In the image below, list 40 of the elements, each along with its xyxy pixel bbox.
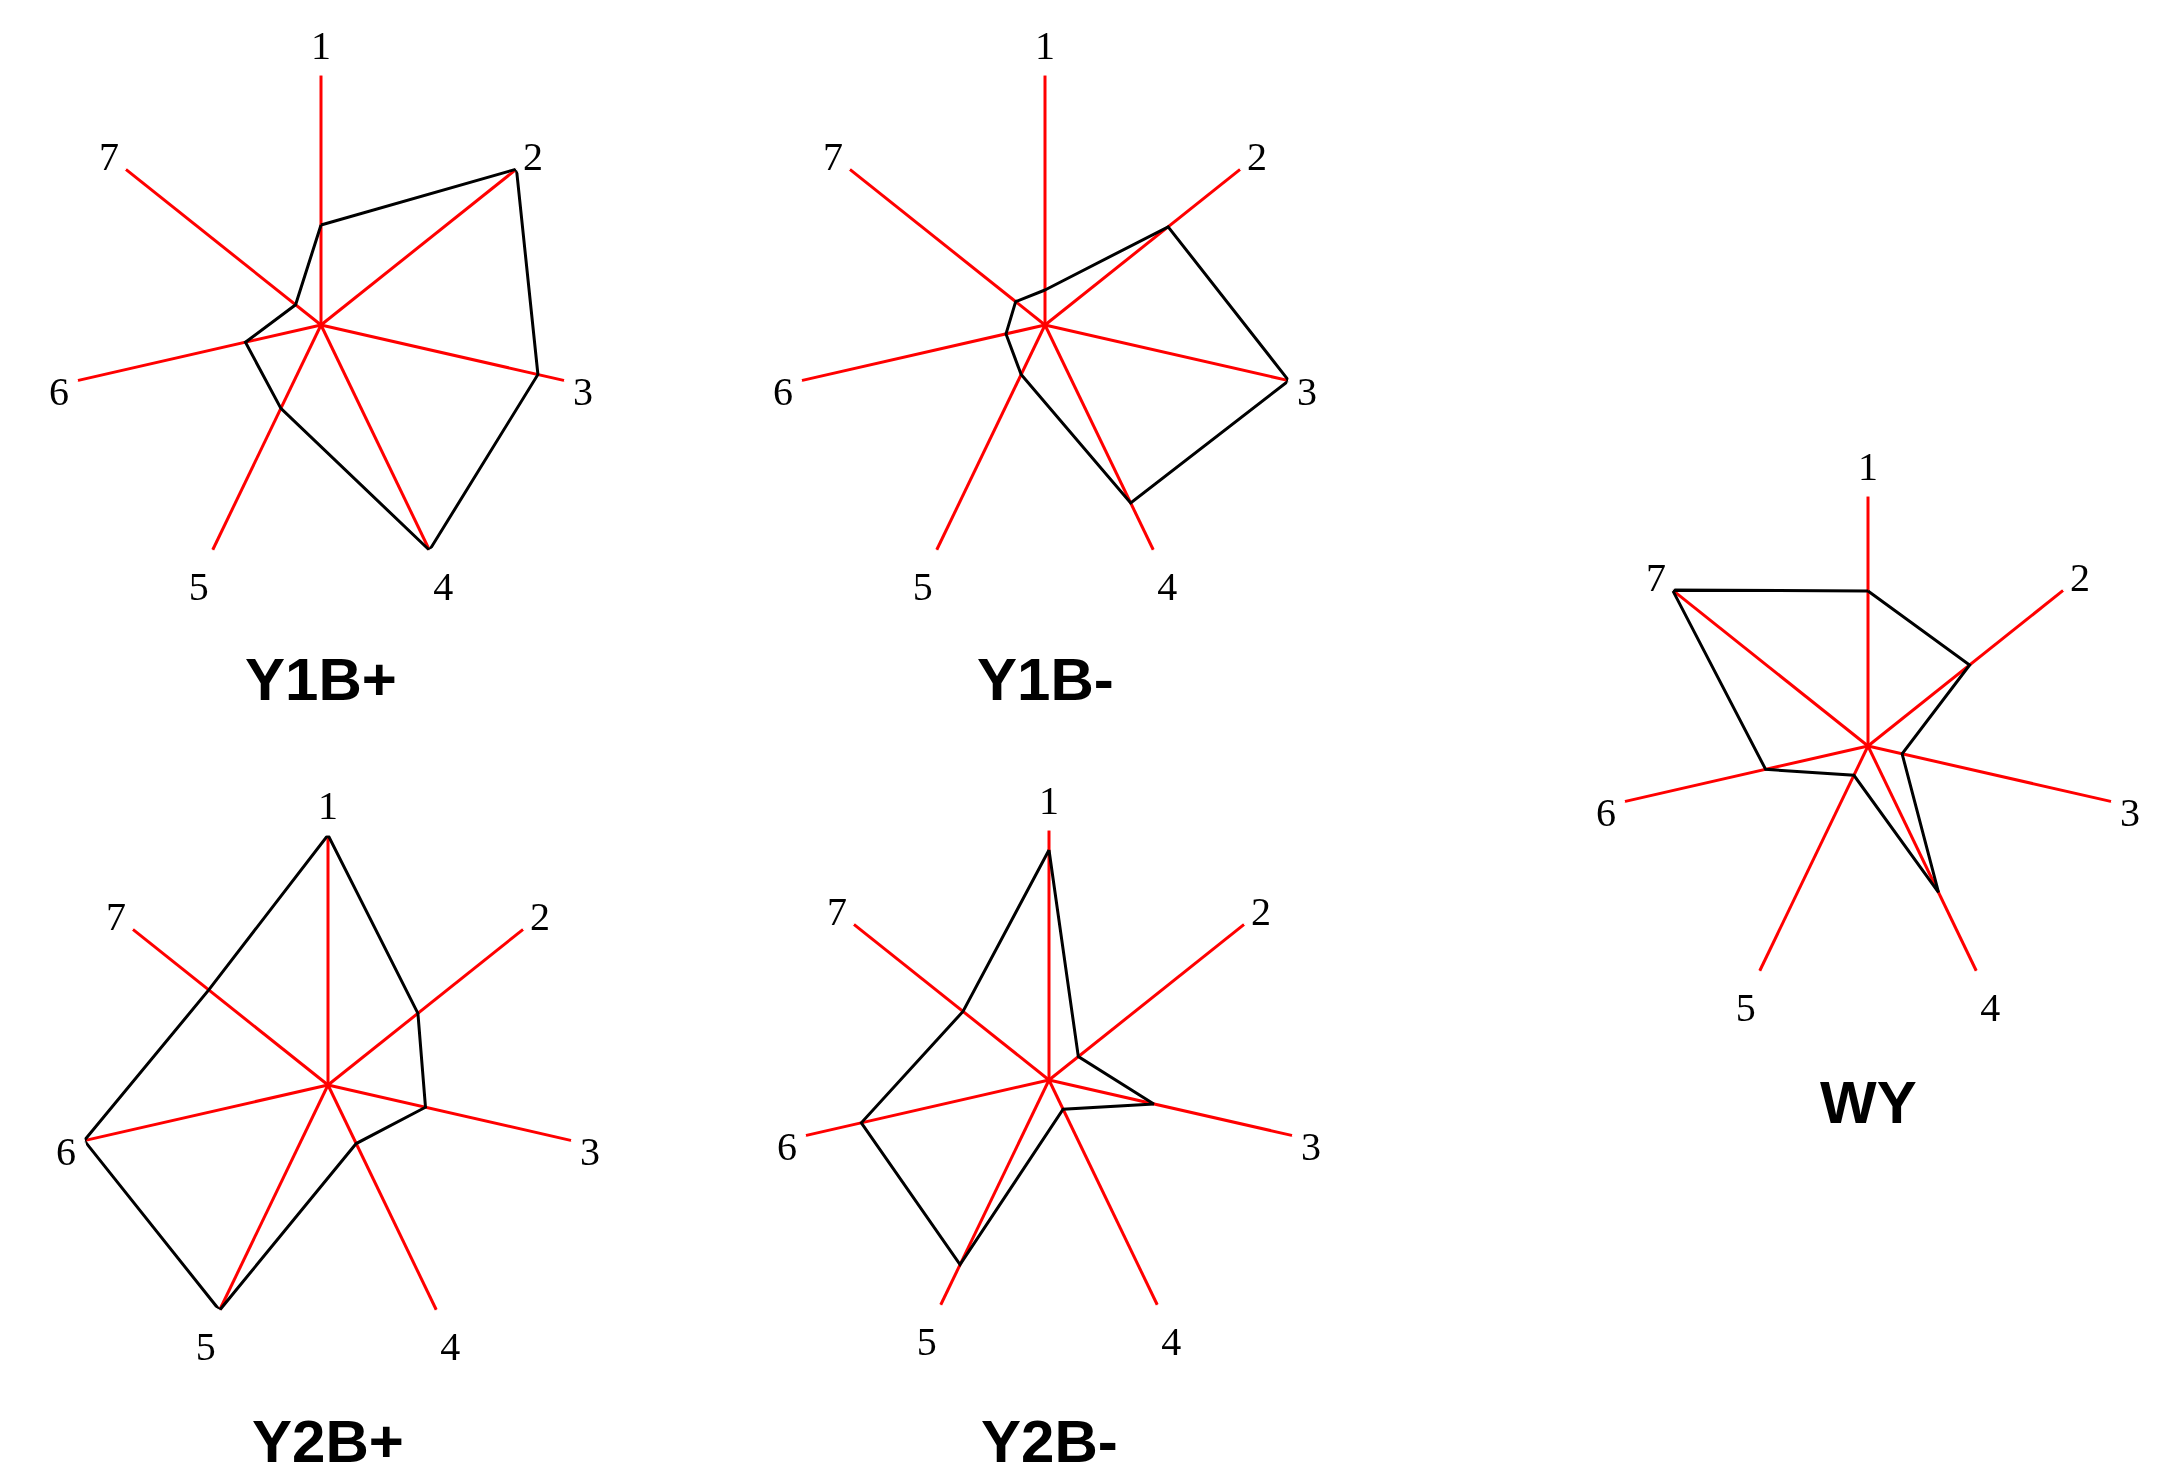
spoke-label: 2 — [2070, 554, 2091, 600]
spoke-label: 1 — [311, 22, 331, 68]
spoke-label: 1 — [1035, 22, 1055, 68]
spoke-label: 2 — [1247, 133, 1268, 179]
text: WY — [1820, 1069, 1917, 1136]
spoke-label: 5 — [912, 564, 933, 610]
spoke-label: 3 — [580, 1129, 601, 1175]
spoke-label: 7 — [1645, 554, 1666, 600]
spoke-label: 4 — [1980, 985, 2001, 1031]
spoke-label: 7 — [98, 133, 119, 179]
spoke-label: 1 — [318, 782, 338, 828]
spoke-label: 4 — [433, 564, 454, 610]
spoke-label: 3 — [1297, 369, 1318, 415]
spoke-label: 3 — [2120, 790, 2141, 836]
spoke-label: 6 — [1595, 790, 1616, 836]
spoke-label: 6 — [48, 369, 69, 415]
spoke-label: 5 — [1735, 985, 1756, 1031]
spoke-label: 7 — [822, 133, 843, 179]
spoke-label: 2 — [1251, 888, 1272, 934]
spoke-label: 2 — [523, 133, 544, 179]
spoke-label: 1 — [1039, 777, 1059, 823]
spoke-label: 7 — [105, 893, 126, 939]
spoke-label: 5 — [195, 1324, 216, 1370]
text: Y1B+ — [245, 646, 397, 713]
text: Y2B+ — [252, 1408, 404, 1475]
spoke-label: 4 — [1157, 564, 1178, 610]
spoke-label: 1 — [1858, 443, 1878, 489]
spoke-label: 7 — [826, 888, 847, 934]
spoke-label: 6 — [772, 369, 793, 415]
spoke-label: 6 — [55, 1129, 76, 1175]
spoke-label: 5 — [188, 564, 209, 610]
spoke-label: 3 — [573, 369, 594, 415]
spoke-label: 6 — [776, 1124, 797, 1170]
text: Y1B- — [977, 646, 1114, 713]
spoke-label: 4 — [1161, 1319, 1182, 1365]
spoke-label: 4 — [440, 1324, 461, 1370]
text: Y2B- — [981, 1408, 1118, 1475]
spoke-label: 5 — [916, 1319, 937, 1365]
spoke-label: 2 — [530, 893, 551, 939]
spoke-label: 3 — [1301, 1124, 1322, 1170]
